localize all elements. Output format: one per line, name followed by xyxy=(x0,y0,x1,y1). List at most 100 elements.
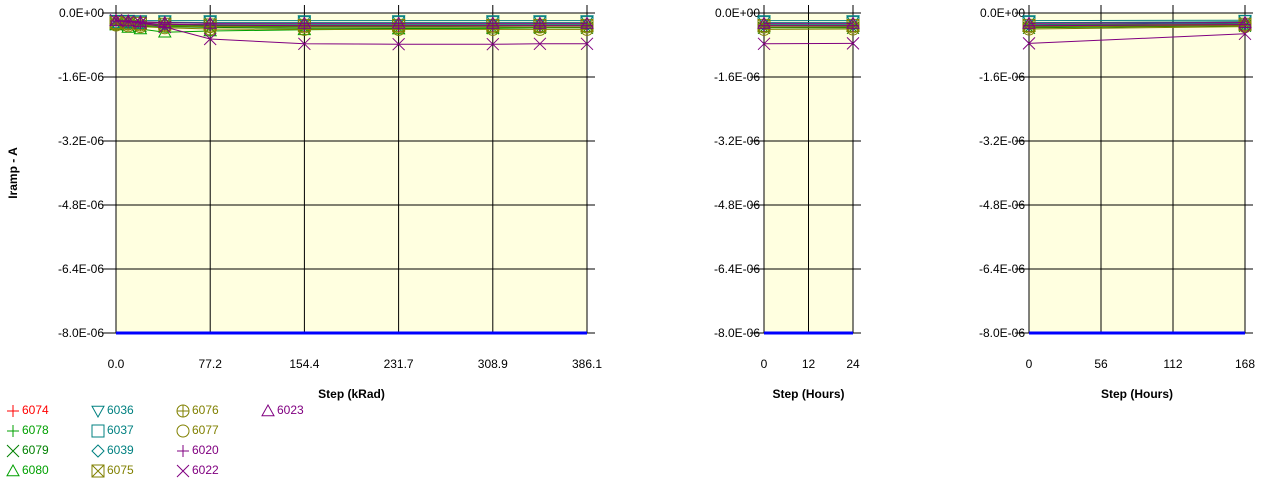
y-axis-title: Iramp - A xyxy=(6,147,20,199)
legend: 6074 6078 6079 6080 6036 6037 6039 6075 6076 6077… xyxy=(6,402,366,486)
legend-marker-icon xyxy=(177,445,189,457)
x-tick-label: 154.4 xyxy=(289,357,319,371)
series-6023 xyxy=(1022,15,1252,29)
data-point-6020 xyxy=(758,19,770,32)
series-line xyxy=(1028,22,1246,26)
y-tick-label: -8.0E-06 xyxy=(714,326,760,340)
x-tick-label: 168 xyxy=(1235,357,1255,371)
data-point-6023 xyxy=(1022,16,1036,29)
x-tick-label: 77.2 xyxy=(199,357,223,371)
x-tick-label: 386.1 xyxy=(572,357,602,371)
data-point-6020 xyxy=(392,19,405,32)
data-point-6023 xyxy=(157,15,172,28)
data-point-6023 xyxy=(580,16,594,29)
data-point-6022 xyxy=(757,37,771,51)
data-point-6022 xyxy=(1022,37,1036,50)
legend-label: 6020 xyxy=(192,443,219,457)
data-point-6023 xyxy=(133,14,148,28)
data-point-6023 xyxy=(121,13,136,27)
x-tick-label: 112 xyxy=(1163,357,1182,371)
y-tick-label: 0.0E+00 xyxy=(59,6,104,20)
legend-label: 6077 xyxy=(192,423,219,437)
data-point-6023 xyxy=(203,16,218,29)
data-point-6080 xyxy=(157,25,172,38)
data-point-6020 xyxy=(847,19,859,32)
data-point-6020 xyxy=(533,19,546,32)
data-point-6023 xyxy=(391,16,406,29)
legend-marker-icon xyxy=(91,464,105,478)
y-tick-label: 0.0E+00 xyxy=(980,6,1025,20)
y-tick-label: -3.2E-06 xyxy=(714,134,760,148)
data-point-6022 xyxy=(297,37,311,51)
y-tick-label: 0.0E+00 xyxy=(715,6,760,20)
legend-label: 6076 xyxy=(192,403,219,417)
legend-label: 6079 xyxy=(22,443,49,457)
series-line xyxy=(1028,21,1246,24)
legend-label: 6074 xyxy=(22,403,49,417)
x-axis-title: Step (Hours) xyxy=(1101,387,1173,401)
series-6022 xyxy=(1022,27,1252,50)
data-point-6023 xyxy=(846,16,860,29)
y-tick-label: -4.8E-06 xyxy=(979,198,1025,212)
y-tick-label: -3.2E-06 xyxy=(979,134,1025,148)
x-tick-label: 56 xyxy=(1094,357,1108,371)
legend-label: 6080 xyxy=(22,463,49,477)
charts-canvas: 0.0E+00 -1.6E-06 -3.2E-06 -4.8E-06 -6.4E-06 -… xyxy=(6,5,1255,401)
x-tick-label: 0 xyxy=(761,357,768,371)
legend-marker-icon xyxy=(7,425,19,437)
x-axis-title: Step (Hours) xyxy=(773,387,845,401)
y-tick-label: -1.6E-06 xyxy=(979,70,1025,84)
data-point-6022 xyxy=(1238,27,1252,41)
series-line xyxy=(115,20,587,24)
chart-panel-2: 0.0E+00 -1.6E-06 -3.2E-06 -4.8E-06 -6.4E-06 -… xyxy=(714,5,861,401)
x-axis-title: Step (kRad) xyxy=(318,387,385,401)
y-tick-label: -8.0E-06 xyxy=(979,326,1025,340)
series-line xyxy=(1028,33,1246,44)
legend-marker-icon xyxy=(6,464,20,477)
data-point-6020 xyxy=(1023,19,1035,32)
data-point-6022 xyxy=(533,37,547,51)
legend-marker-icon xyxy=(91,444,105,458)
x-tick-label: 0 xyxy=(1026,357,1033,371)
legend-label: 6023 xyxy=(277,403,304,417)
legend-label: 6022 xyxy=(192,463,219,477)
data-point-6023 xyxy=(1238,15,1252,28)
legend-label: 6075 xyxy=(107,463,134,477)
data-point-6023 xyxy=(485,16,500,29)
data-point-6023 xyxy=(757,16,771,29)
data-point-6022 xyxy=(486,37,500,51)
legend-label: 6037 xyxy=(107,423,134,437)
y-tick-label: -8.0E-06 xyxy=(58,326,104,340)
series-line xyxy=(1028,26,1246,30)
x-tick-label: 12 xyxy=(802,357,816,371)
y-tick-label: -6.4E-06 xyxy=(979,262,1025,276)
legend-label: 6036 xyxy=(107,403,134,417)
y-tick-label: -1.6E-06 xyxy=(714,70,760,84)
x-tick-label: 231.7 xyxy=(384,357,414,371)
legend-marker-icon xyxy=(261,404,275,417)
y-tick-label: -6.4E-06 xyxy=(58,262,104,276)
plot-area xyxy=(116,13,587,333)
data-point-6020 xyxy=(581,19,593,32)
series-line xyxy=(1028,24,1246,27)
series-6020 xyxy=(1023,18,1251,32)
data-point-6020 xyxy=(298,19,311,32)
data-point-6023 xyxy=(533,16,547,29)
series-6023 xyxy=(109,13,594,29)
y-tick-label: -1.6E-06 xyxy=(58,70,104,84)
series-6022 xyxy=(757,37,860,51)
data-point-6022 xyxy=(580,37,594,51)
data-point-6022 xyxy=(392,37,406,51)
series-line xyxy=(115,19,587,45)
legend-marker-icon xyxy=(176,404,190,418)
x-tick-label: 24 xyxy=(846,357,860,371)
legend-label: 6078 xyxy=(22,423,49,437)
y-tick-label: -4.8E-06 xyxy=(58,198,104,212)
series-6020 xyxy=(758,19,859,32)
legend-marker-icon xyxy=(7,405,19,417)
legend-marker-icon xyxy=(176,464,190,478)
legend-marker-icon xyxy=(91,405,105,418)
plot-area xyxy=(1029,13,1245,333)
chart-panel-1: 0.0E+00 -1.6E-06 -3.2E-06 -4.8E-06 -6.4E-06 -… xyxy=(6,5,602,401)
legend-label: 6039 xyxy=(107,443,134,457)
